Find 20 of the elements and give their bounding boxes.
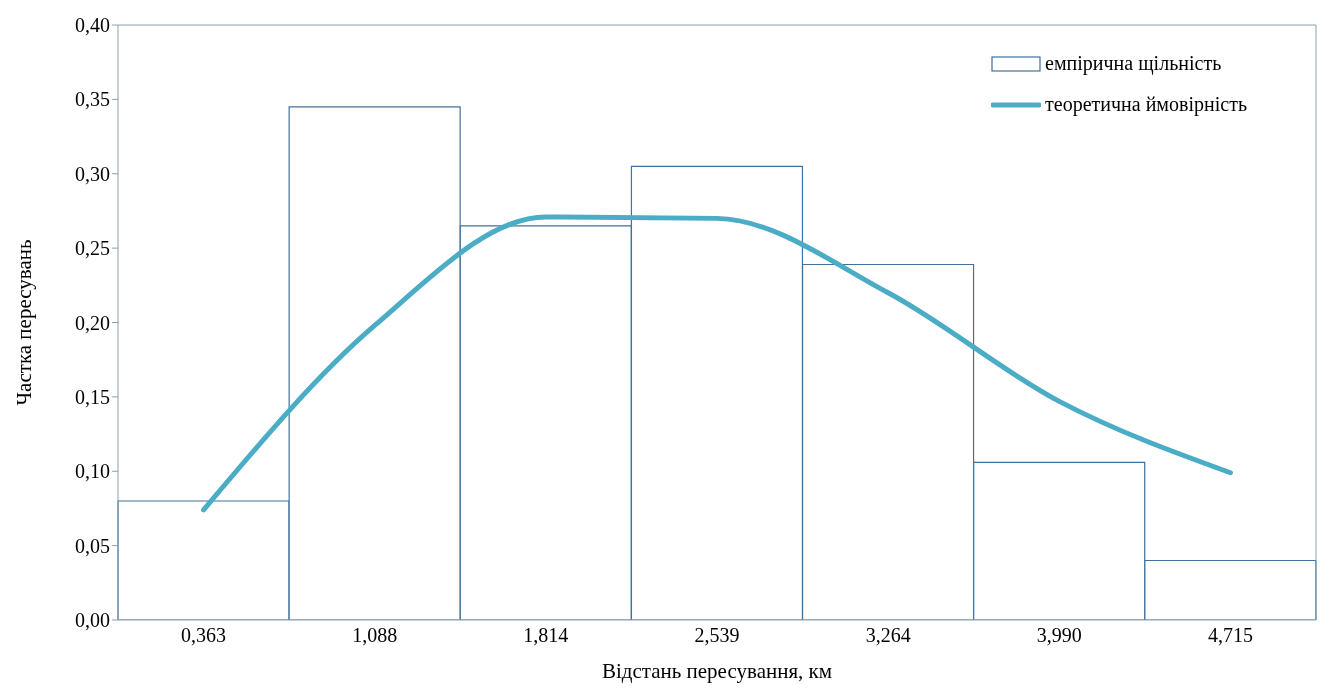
y-axis-title: Частка пересувань [12, 239, 37, 406]
y-tick-label: 0,05 [75, 534, 110, 557]
legend-label: теоретична ймовірність [1045, 93, 1247, 116]
y-tick-label: 0,30 [75, 162, 110, 185]
legend-label: емпірична щільність [1045, 52, 1222, 75]
x-tick-label: 0,363 [181, 624, 227, 647]
x-tick-label: 1,088 [352, 624, 398, 647]
x-axis-title: Відстань пересування, км [601, 659, 833, 683]
x-tick-label: 3,990 [1036, 624, 1082, 647]
x-tick-label: 2,539 [694, 624, 740, 647]
x-tick-label: 3,264 [865, 624, 911, 647]
y-tick-label: 0,10 [75, 460, 110, 483]
x-tick-label: 4,715 [1207, 624, 1253, 647]
y-tick-label: 0,20 [75, 311, 110, 334]
y-tick-label: 0,25 [75, 237, 110, 260]
y-tick-label: 0,40 [75, 14, 110, 37]
y-tick-label: 0,15 [75, 385, 110, 408]
y-tick-label: 0,35 [75, 88, 110, 111]
x-tick-label: 1,814 [523, 624, 569, 647]
y-tick-label: 0,00 [75, 609, 110, 632]
